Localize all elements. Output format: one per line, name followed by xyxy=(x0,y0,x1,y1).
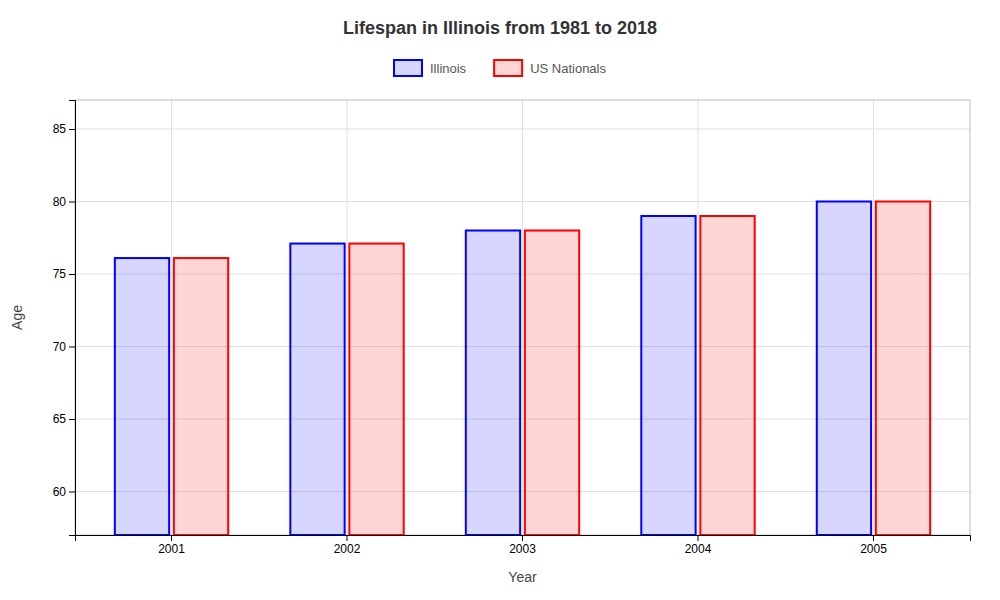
y-axis: 60 65 70 75 80 85 xyxy=(53,101,76,536)
grid-line xyxy=(697,100,698,535)
tick-mark xyxy=(69,419,75,420)
tick: 70 xyxy=(53,340,75,354)
legend: Illinois US Nationals xyxy=(394,60,606,76)
tick-mark xyxy=(171,535,172,541)
bar xyxy=(817,202,871,536)
bar xyxy=(641,216,695,535)
y-axis-title: Age xyxy=(9,305,25,330)
legend-item: Illinois xyxy=(394,60,467,76)
tick: 65 xyxy=(53,412,75,426)
tick: 2001 xyxy=(158,535,185,556)
tick: 60 xyxy=(53,485,75,499)
tick-mark xyxy=(69,274,75,275)
tick-mark xyxy=(69,202,75,203)
tick-mark xyxy=(69,492,75,493)
bar xyxy=(525,231,579,536)
tick-label: 2003 xyxy=(509,542,536,556)
tick-mark xyxy=(69,129,75,130)
tick: 2005 xyxy=(860,535,887,556)
axis-line xyxy=(76,536,971,542)
tick-mark xyxy=(697,535,698,541)
tick-label: 2002 xyxy=(334,542,361,556)
legend-swatch xyxy=(494,60,522,76)
tick: 80 xyxy=(53,195,75,209)
tick-label: 2001 xyxy=(158,542,185,556)
tick-mark xyxy=(873,535,874,541)
grid xyxy=(75,100,970,535)
tick: 2004 xyxy=(685,535,712,556)
legend-item: US Nationals xyxy=(494,60,606,76)
bars xyxy=(115,202,930,536)
tick-label: 80 xyxy=(53,195,67,209)
grid-line xyxy=(171,100,172,535)
legend-label: Illinois xyxy=(430,61,467,76)
bar xyxy=(290,244,344,535)
plot-frame xyxy=(75,100,970,535)
tick: 2002 xyxy=(334,535,361,556)
tick-label: 70 xyxy=(53,340,67,354)
bar xyxy=(349,244,403,535)
x-axis: 2001 2002 2003 2004 2005 xyxy=(76,535,971,556)
tick: 85 xyxy=(53,122,75,136)
tick-mark xyxy=(347,535,348,541)
tick-label: 75 xyxy=(53,267,67,281)
tick-label: 85 xyxy=(53,122,67,136)
bar xyxy=(115,258,169,535)
tick: 2003 xyxy=(509,535,536,556)
tick-label: 60 xyxy=(53,485,67,499)
tick-mark xyxy=(69,347,75,348)
grid-line xyxy=(347,100,348,535)
legend-label: US Nationals xyxy=(530,61,606,76)
bar-series xyxy=(115,202,871,536)
tick-label: 2005 xyxy=(860,542,887,556)
bar xyxy=(700,216,754,535)
bar xyxy=(466,231,520,536)
tick-mark xyxy=(522,535,523,541)
plot: 60 65 70 75 80 85 2001 2002 2003 2004 2005 xyxy=(53,100,971,556)
bar-series xyxy=(174,202,930,536)
legend-swatch xyxy=(394,60,422,76)
tick-label: 2004 xyxy=(685,542,712,556)
title: Lifespan in Illinois from 1981 to 2018 xyxy=(343,18,657,38)
bar xyxy=(876,202,930,536)
chart: 60 65 70 75 80 85 2001 2002 2003 2004 2005 Year Age L… xyxy=(0,0,1000,600)
tick-label: 65 xyxy=(53,412,67,426)
grid-line xyxy=(873,100,874,535)
tick: 75 xyxy=(53,267,75,281)
x-axis-title: Year xyxy=(508,569,537,585)
axis-line xyxy=(69,101,76,536)
grid-line xyxy=(522,100,523,535)
bar xyxy=(174,258,228,535)
